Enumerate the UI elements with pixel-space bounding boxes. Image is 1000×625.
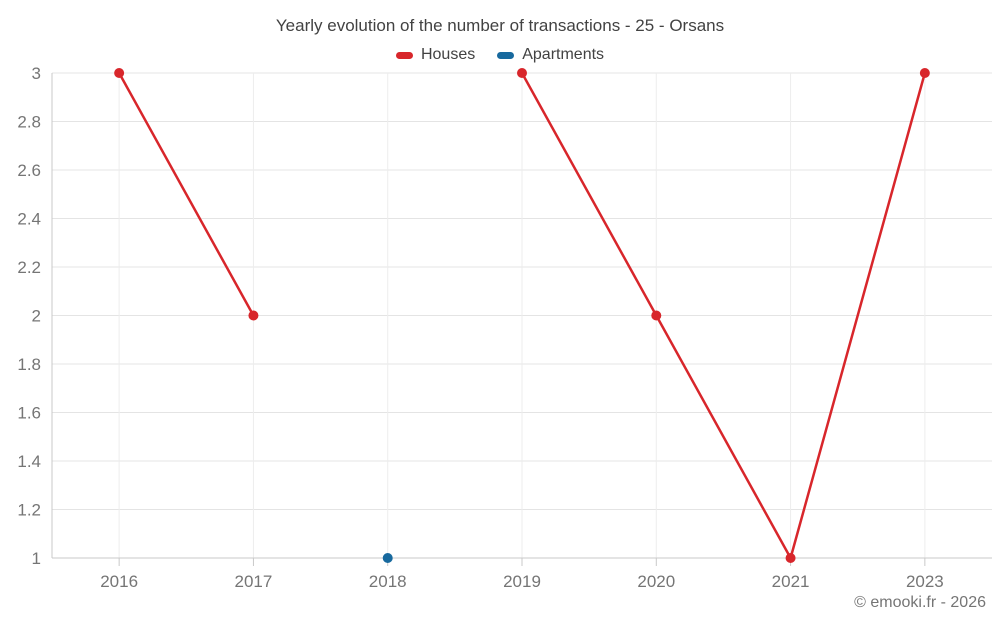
y-tick-label: 2.8 — [17, 113, 41, 132]
chart-title: Yearly evolution of the number of transa… — [275, 16, 725, 35]
y-tick-label: 2 — [32, 307, 41, 326]
x-tick-label: 2021 — [772, 572, 810, 591]
x-tick-label: 2020 — [637, 572, 675, 591]
y-tick-label: 2.2 — [17, 258, 41, 277]
y-tick-label: 1.2 — [17, 501, 41, 520]
y-tick-label: 1.8 — [17, 355, 41, 374]
legend-label-houses: Houses — [420, 46, 476, 63]
y-tick-label: 1.4 — [17, 452, 41, 471]
data-point-houses-2021[interactable] — [785, 553, 796, 563]
series-line-houses — [520, 71, 927, 560]
data-point-houses-2017[interactable] — [248, 310, 259, 321]
houses-series-swatch-icon — [395, 51, 413, 59]
series-line-houses — [117, 71, 255, 317]
data-point-houses-2023[interactable] — [919, 68, 930, 78]
footer-credit: © emooki.fr - 2026 — [854, 594, 986, 611]
y-tick-label: 2.6 — [17, 161, 41, 180]
y-tick-label: 1 — [32, 549, 41, 568]
x-tick-label: 2023 — [906, 572, 944, 591]
apartments-series-swatch-icon — [497, 51, 515, 59]
x-tick-label: 2016 — [100, 572, 138, 591]
y-tick-label: 1.6 — [17, 404, 41, 423]
legend-item-apartments[interactable]: Apartments — [497, 46, 604, 64]
chart-legend: Houses Apartments — [0, 46, 1000, 64]
x-tick-label: 2018 — [369, 572, 407, 591]
x-tick-label: 2017 — [235, 572, 273, 591]
data-point-houses-2020[interactable] — [651, 310, 662, 321]
data-point-houses-2016[interactable] — [114, 68, 125, 78]
y-tick-label: 2.4 — [17, 210, 41, 229]
data-point-apartments-2018[interactable] — [382, 553, 393, 563]
legend-label-apartments: Apartments — [522, 46, 605, 63]
y-tick-label: 3 — [32, 64, 41, 83]
legend-item-houses[interactable]: Houses — [395, 46, 476, 64]
x-tick-label: 2019 — [503, 572, 541, 591]
data-point-houses-2019[interactable] — [517, 68, 527, 78]
